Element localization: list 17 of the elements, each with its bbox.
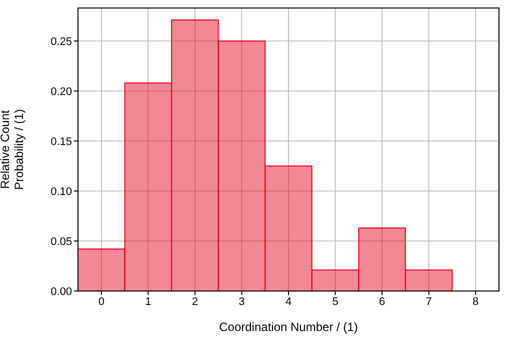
y-tick-label: 0.05 — [50, 236, 72, 248]
x-tick-label: 3 — [238, 296, 245, 308]
x-tick-label: 5 — [332, 296, 338, 308]
x-tick-label: 1 — [145, 296, 152, 308]
x-axis-title: Coordination Number / (1) — [219, 320, 358, 334]
x-tick-label: 8 — [472, 296, 479, 308]
x-tick-label: 6 — [378, 296, 386, 308]
y-tick-label: 0.20 — [50, 86, 72, 98]
y-tick-label: 0.00 — [50, 286, 72, 298]
x-tick-label: 7 — [426, 296, 432, 308]
x-tick-label: 2 — [192, 296, 198, 308]
y-axis-title: Relative Count Probability / (1) — [0, 109, 26, 190]
y-tick-label: 0.15 — [50, 136, 72, 148]
x-tick-label: 4 — [285, 296, 292, 308]
y-tick-label: 0.10 — [50, 186, 72, 198]
y-tick-label: 0.25 — [50, 36, 72, 48]
x-tick-label: 0 — [98, 296, 104, 308]
